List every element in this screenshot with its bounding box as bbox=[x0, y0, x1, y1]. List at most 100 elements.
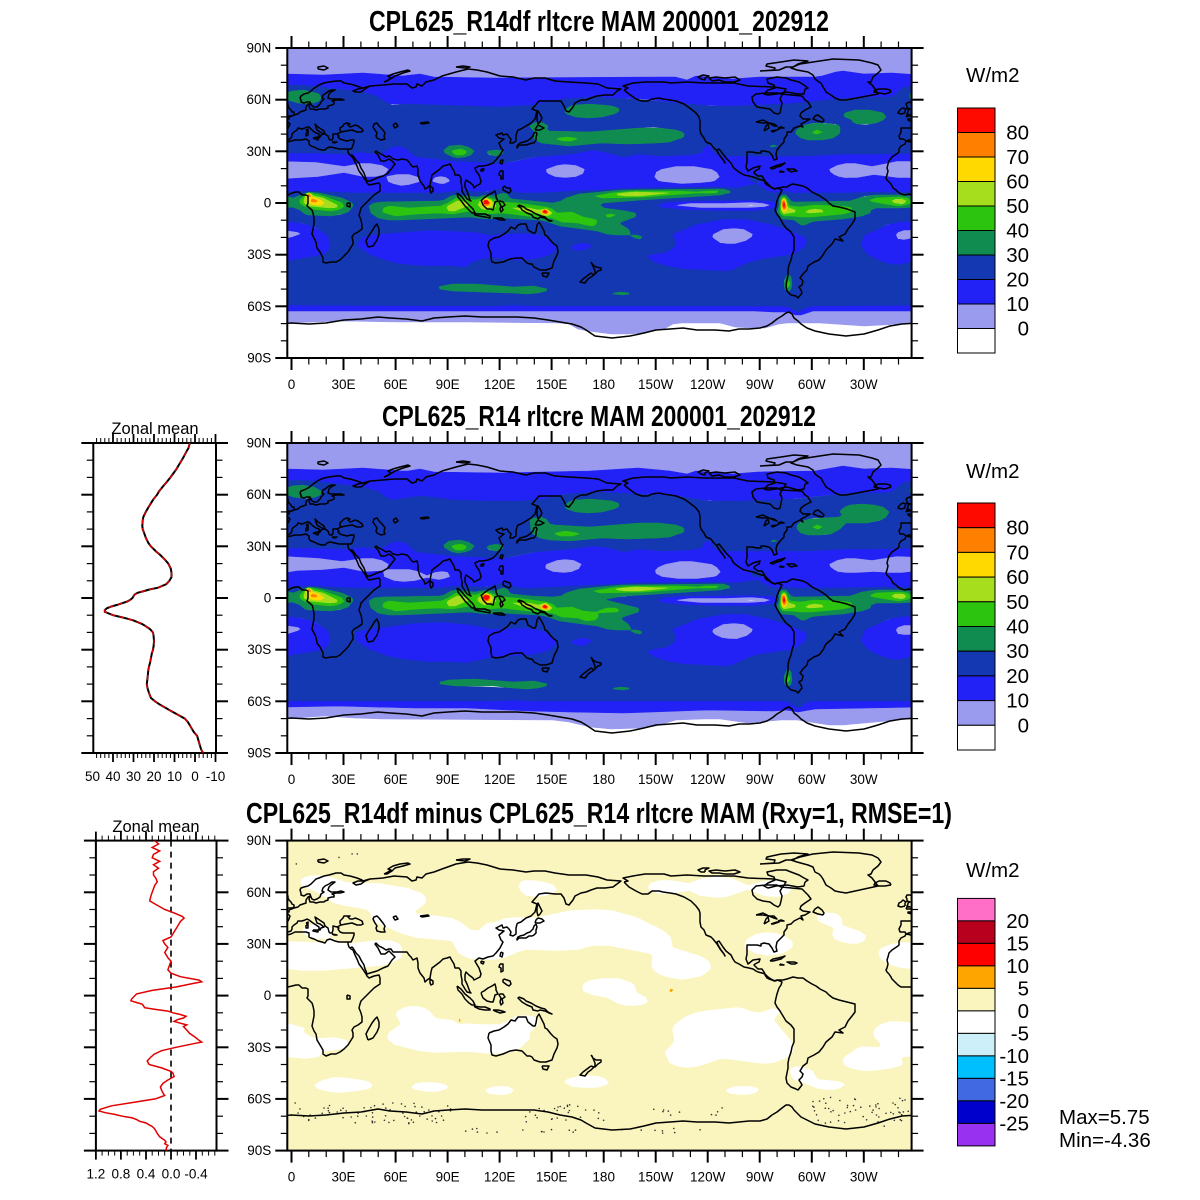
svg-text:-0.4: -0.4 bbox=[184, 1167, 208, 1182]
svg-text:30W: 30W bbox=[850, 1170, 878, 1185]
svg-text:0: 0 bbox=[288, 1170, 296, 1185]
svg-text:Min=-4.36: Min=-4.36 bbox=[1059, 1129, 1151, 1152]
svg-text:CPL625_R14df rltcre MAM 200001: CPL625_R14df rltcre MAM 200001_202912 bbox=[369, 6, 829, 38]
svg-text:120E: 120E bbox=[484, 1170, 516, 1185]
svg-text:90E: 90E bbox=[436, 377, 460, 392]
svg-text:1.2: 1.2 bbox=[87, 1167, 106, 1182]
svg-text:90E: 90E bbox=[436, 772, 460, 787]
svg-text:90N: 90N bbox=[247, 41, 272, 56]
svg-text:0.8: 0.8 bbox=[112, 1167, 131, 1182]
svg-text:30: 30 bbox=[1006, 244, 1029, 267]
svg-text:120W: 120W bbox=[690, 377, 726, 392]
svg-text:60S: 60S bbox=[247, 1091, 271, 1106]
svg-text:0: 0 bbox=[288, 377, 296, 392]
svg-text:30S: 30S bbox=[247, 642, 271, 657]
svg-text:60N: 60N bbox=[247, 885, 272, 900]
svg-text:30N: 30N bbox=[247, 144, 272, 159]
svg-text:60S: 60S bbox=[247, 694, 271, 709]
svg-text:150W: 150W bbox=[638, 772, 674, 787]
svg-text:180: 180 bbox=[592, 1170, 615, 1185]
svg-text:W/m2: W/m2 bbox=[966, 64, 1020, 87]
svg-text:80: 80 bbox=[1006, 122, 1029, 145]
svg-text:70: 70 bbox=[1006, 541, 1029, 564]
svg-text:0.4: 0.4 bbox=[137, 1167, 156, 1182]
svg-text:50: 50 bbox=[85, 769, 100, 784]
svg-text:60E: 60E bbox=[384, 1170, 408, 1185]
svg-text:0: 0 bbox=[191, 769, 199, 784]
svg-text:20: 20 bbox=[1006, 269, 1029, 292]
svg-text:50: 50 bbox=[1006, 591, 1029, 614]
svg-text:150W: 150W bbox=[638, 1170, 674, 1185]
svg-text:60S: 60S bbox=[247, 299, 271, 314]
svg-text:120E: 120E bbox=[484, 772, 516, 787]
svg-text:-15: -15 bbox=[999, 1067, 1029, 1090]
svg-text:90W: 90W bbox=[746, 772, 774, 787]
svg-text:30: 30 bbox=[1006, 640, 1029, 663]
svg-text:90E: 90E bbox=[436, 1170, 460, 1185]
svg-text:30E: 30E bbox=[331, 772, 355, 787]
svg-text:120E: 120E bbox=[484, 377, 516, 392]
svg-text:70: 70 bbox=[1006, 146, 1029, 169]
svg-text:40: 40 bbox=[105, 769, 120, 784]
svg-text:60N: 60N bbox=[247, 487, 272, 502]
svg-text:90W: 90W bbox=[746, 1170, 774, 1185]
svg-text:30E: 30E bbox=[331, 1170, 355, 1185]
svg-text:90W: 90W bbox=[746, 377, 774, 392]
svg-text:60N: 60N bbox=[247, 92, 272, 107]
svg-text:60: 60 bbox=[1006, 566, 1029, 589]
svg-text:-10: -10 bbox=[206, 769, 226, 784]
svg-text:Zonal mean: Zonal mean bbox=[112, 818, 199, 836]
svg-text:30N: 30N bbox=[247, 936, 272, 951]
svg-text:10: 10 bbox=[167, 769, 182, 784]
svg-text:60W: 60W bbox=[798, 1170, 826, 1185]
svg-text:60W: 60W bbox=[798, 377, 826, 392]
svg-text:0: 0 bbox=[1018, 1000, 1029, 1023]
svg-text:60E: 60E bbox=[384, 377, 408, 392]
svg-text:40: 40 bbox=[1006, 616, 1029, 639]
svg-text:90S: 90S bbox=[247, 1143, 271, 1158]
svg-text:-25: -25 bbox=[999, 1112, 1029, 1135]
svg-text:60W: 60W bbox=[798, 772, 826, 787]
svg-text:0: 0 bbox=[264, 591, 272, 606]
svg-text:90N: 90N bbox=[247, 436, 272, 451]
svg-text:30: 30 bbox=[126, 769, 141, 784]
svg-text:30E: 30E bbox=[331, 377, 355, 392]
svg-text:5: 5 bbox=[1018, 977, 1029, 1000]
svg-text:30S: 30S bbox=[247, 247, 271, 262]
svg-text:-20: -20 bbox=[999, 1090, 1029, 1113]
svg-text:30N: 30N bbox=[247, 539, 272, 554]
svg-text:90N: 90N bbox=[247, 833, 272, 848]
svg-text:CPL625_R14df minus CPL625_R14: CPL625_R14df minus CPL625_R14 rltcre MAM… bbox=[246, 798, 952, 830]
svg-text:W/m2: W/m2 bbox=[966, 859, 1020, 882]
svg-text:150E: 150E bbox=[536, 1170, 568, 1185]
svg-text:90S: 90S bbox=[247, 351, 271, 366]
svg-text:0: 0 bbox=[1018, 714, 1029, 737]
svg-text:120W: 120W bbox=[690, 1170, 726, 1185]
svg-text:150E: 150E bbox=[536, 377, 568, 392]
svg-text:W/m2: W/m2 bbox=[966, 460, 1020, 483]
svg-text:30W: 30W bbox=[850, 377, 878, 392]
svg-text:-5: -5 bbox=[1011, 1022, 1029, 1045]
svg-text:40: 40 bbox=[1006, 220, 1029, 243]
svg-text:10: 10 bbox=[1006, 955, 1029, 978]
svg-text:150E: 150E bbox=[536, 772, 568, 787]
svg-text:10: 10 bbox=[1006, 293, 1029, 316]
svg-text:60E: 60E bbox=[384, 772, 408, 787]
svg-text:80: 80 bbox=[1006, 517, 1029, 540]
svg-text:Zonal mean: Zonal mean bbox=[111, 420, 198, 438]
svg-text:0: 0 bbox=[264, 988, 272, 1003]
svg-text:CPL625_R14 rltcre MAM 200001_2: CPL625_R14 rltcre MAM 200001_202912 bbox=[382, 401, 816, 433]
svg-text:20: 20 bbox=[1006, 910, 1029, 933]
svg-text:0: 0 bbox=[264, 196, 272, 211]
svg-text:120W: 120W bbox=[690, 772, 726, 787]
svg-text:30W: 30W bbox=[850, 772, 878, 787]
svg-text:20: 20 bbox=[146, 769, 161, 784]
svg-text:50: 50 bbox=[1006, 195, 1029, 218]
svg-text:90S: 90S bbox=[247, 746, 271, 761]
svg-text:60: 60 bbox=[1006, 171, 1029, 194]
svg-text:10: 10 bbox=[1006, 690, 1029, 713]
svg-text:180: 180 bbox=[592, 377, 615, 392]
svg-text:20: 20 bbox=[1006, 665, 1029, 688]
svg-text:30S: 30S bbox=[247, 1040, 271, 1055]
svg-text:180: 180 bbox=[592, 772, 615, 787]
